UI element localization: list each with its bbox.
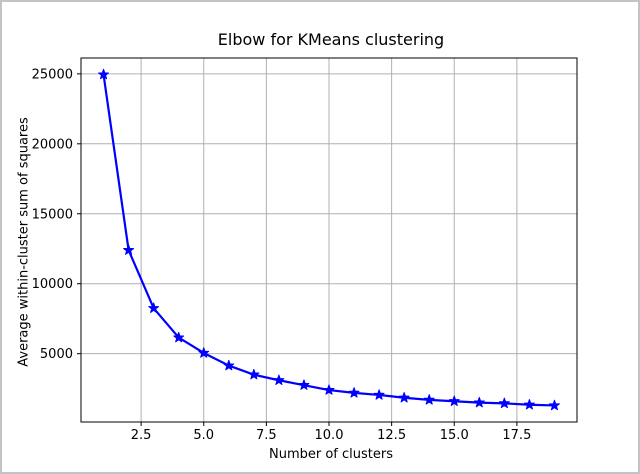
data-point-marker: [123, 244, 135, 255]
data-point-marker: [423, 394, 435, 405]
data-point-marker: [173, 331, 185, 343]
chart-title: Elbow for KMeans clustering: [217, 30, 445, 49]
data-point-marker: [198, 347, 210, 358]
data-point-marker: [248, 368, 260, 380]
data-point-marker: [498, 397, 510, 409]
data-point-marker: [448, 395, 460, 406]
x-tick-label: 5.0: [193, 428, 214, 443]
data-point-marker: [373, 389, 385, 400]
x-tick-label: 7.5: [256, 428, 277, 443]
data-point-marker: [348, 387, 360, 398]
x-tick-label: 12.5: [377, 428, 406, 443]
y-tick-label: 15000: [32, 207, 73, 222]
data-point-marker: [98, 68, 109, 80]
data-point-marker: [323, 384, 335, 395]
x-tick-label: 10.0: [315, 428, 344, 443]
data-point-marker: [223, 359, 235, 371]
x-tick-label: 15.0: [440, 428, 469, 443]
y-axis-label: Average within-cluster sum of squares: [16, 117, 32, 367]
data-point-marker: [273, 374, 285, 385]
x-tick-label: 17.5: [502, 428, 531, 443]
data-point-marker: [298, 379, 310, 390]
data-point-marker: [398, 392, 410, 403]
y-tick-label: 5000: [40, 347, 73, 362]
data-point-marker: [549, 399, 560, 411]
y-tick-label: 10000: [32, 277, 73, 292]
y-tick-label: 20000: [32, 137, 73, 152]
x-tick-label: 2.5: [131, 428, 152, 443]
x-axis-label: Number of clusters: [268, 447, 393, 462]
data-point-marker: [473, 396, 485, 408]
data-point-marker: [523, 399, 535, 410]
y-tick-label: 25000: [32, 67, 73, 82]
data-point-marker: [148, 302, 160, 313]
